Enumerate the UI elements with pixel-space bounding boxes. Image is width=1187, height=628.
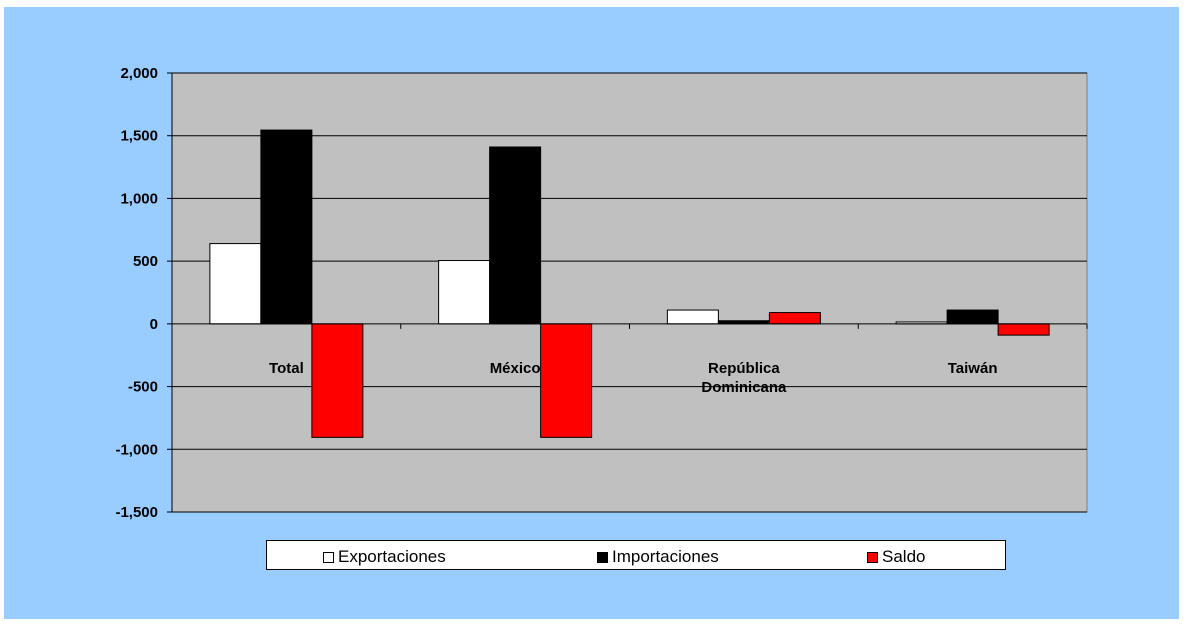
bar-saldo	[540, 323, 593, 438]
legend: Exportaciones Importaciones Saldo	[266, 540, 1006, 570]
plot-area	[171, 72, 1088, 513]
category-label: República	[708, 360, 780, 377]
legend-swatch	[597, 551, 608, 563]
bar-importaciones	[489, 146, 542, 325]
y-tick-label: 500	[133, 253, 158, 270]
chart-area: 2,000 1,500 1,000 500 0 -500 -1,000 -1,500 Total…	[4, 7, 1179, 619]
bar-chart: 2,000 1,500 1,000 500 0 -500 -1,000 -1,500 Total…	[115, 65, 1088, 521]
category-label: Total	[269, 360, 304, 377]
bar-saldo	[311, 323, 364, 438]
y-tick-label: -1,500	[115, 504, 158, 521]
bar-importaciones	[260, 129, 313, 325]
legend-item-saldo: Saldo	[867, 547, 925, 567]
legend-swatch	[323, 551, 334, 563]
legend-swatch	[867, 551, 878, 563]
bar-exportaciones	[666, 309, 719, 325]
y-tick-label: 1,000	[120, 190, 158, 207]
legend-item-importaciones: Importaciones	[597, 547, 719, 567]
category-label: México	[490, 360, 541, 377]
y-tick-label: 0	[150, 316, 158, 333]
y-tick-label: 2,000	[120, 65, 158, 82]
y-tick-label: -1,000	[115, 441, 158, 458]
bar-saldo	[997, 323, 1050, 336]
legend-item-exportaciones: Exportaciones	[323, 547, 446, 567]
legend-label: Saldo	[882, 547, 926, 566]
category-label: Dominicana	[701, 379, 787, 396]
bar-exportaciones	[438, 260, 491, 325]
y-tick-label: -500	[128, 379, 158, 396]
bar-saldo	[768, 312, 821, 325]
y-tick-label: 1,500	[120, 128, 158, 145]
bar-exportaciones	[209, 243, 262, 325]
legend-label: Importaciones	[612, 547, 719, 566]
legend-label: Exportaciones	[338, 547, 446, 566]
bar-importaciones	[946, 309, 999, 325]
category-label: Taiwán	[948, 360, 998, 377]
